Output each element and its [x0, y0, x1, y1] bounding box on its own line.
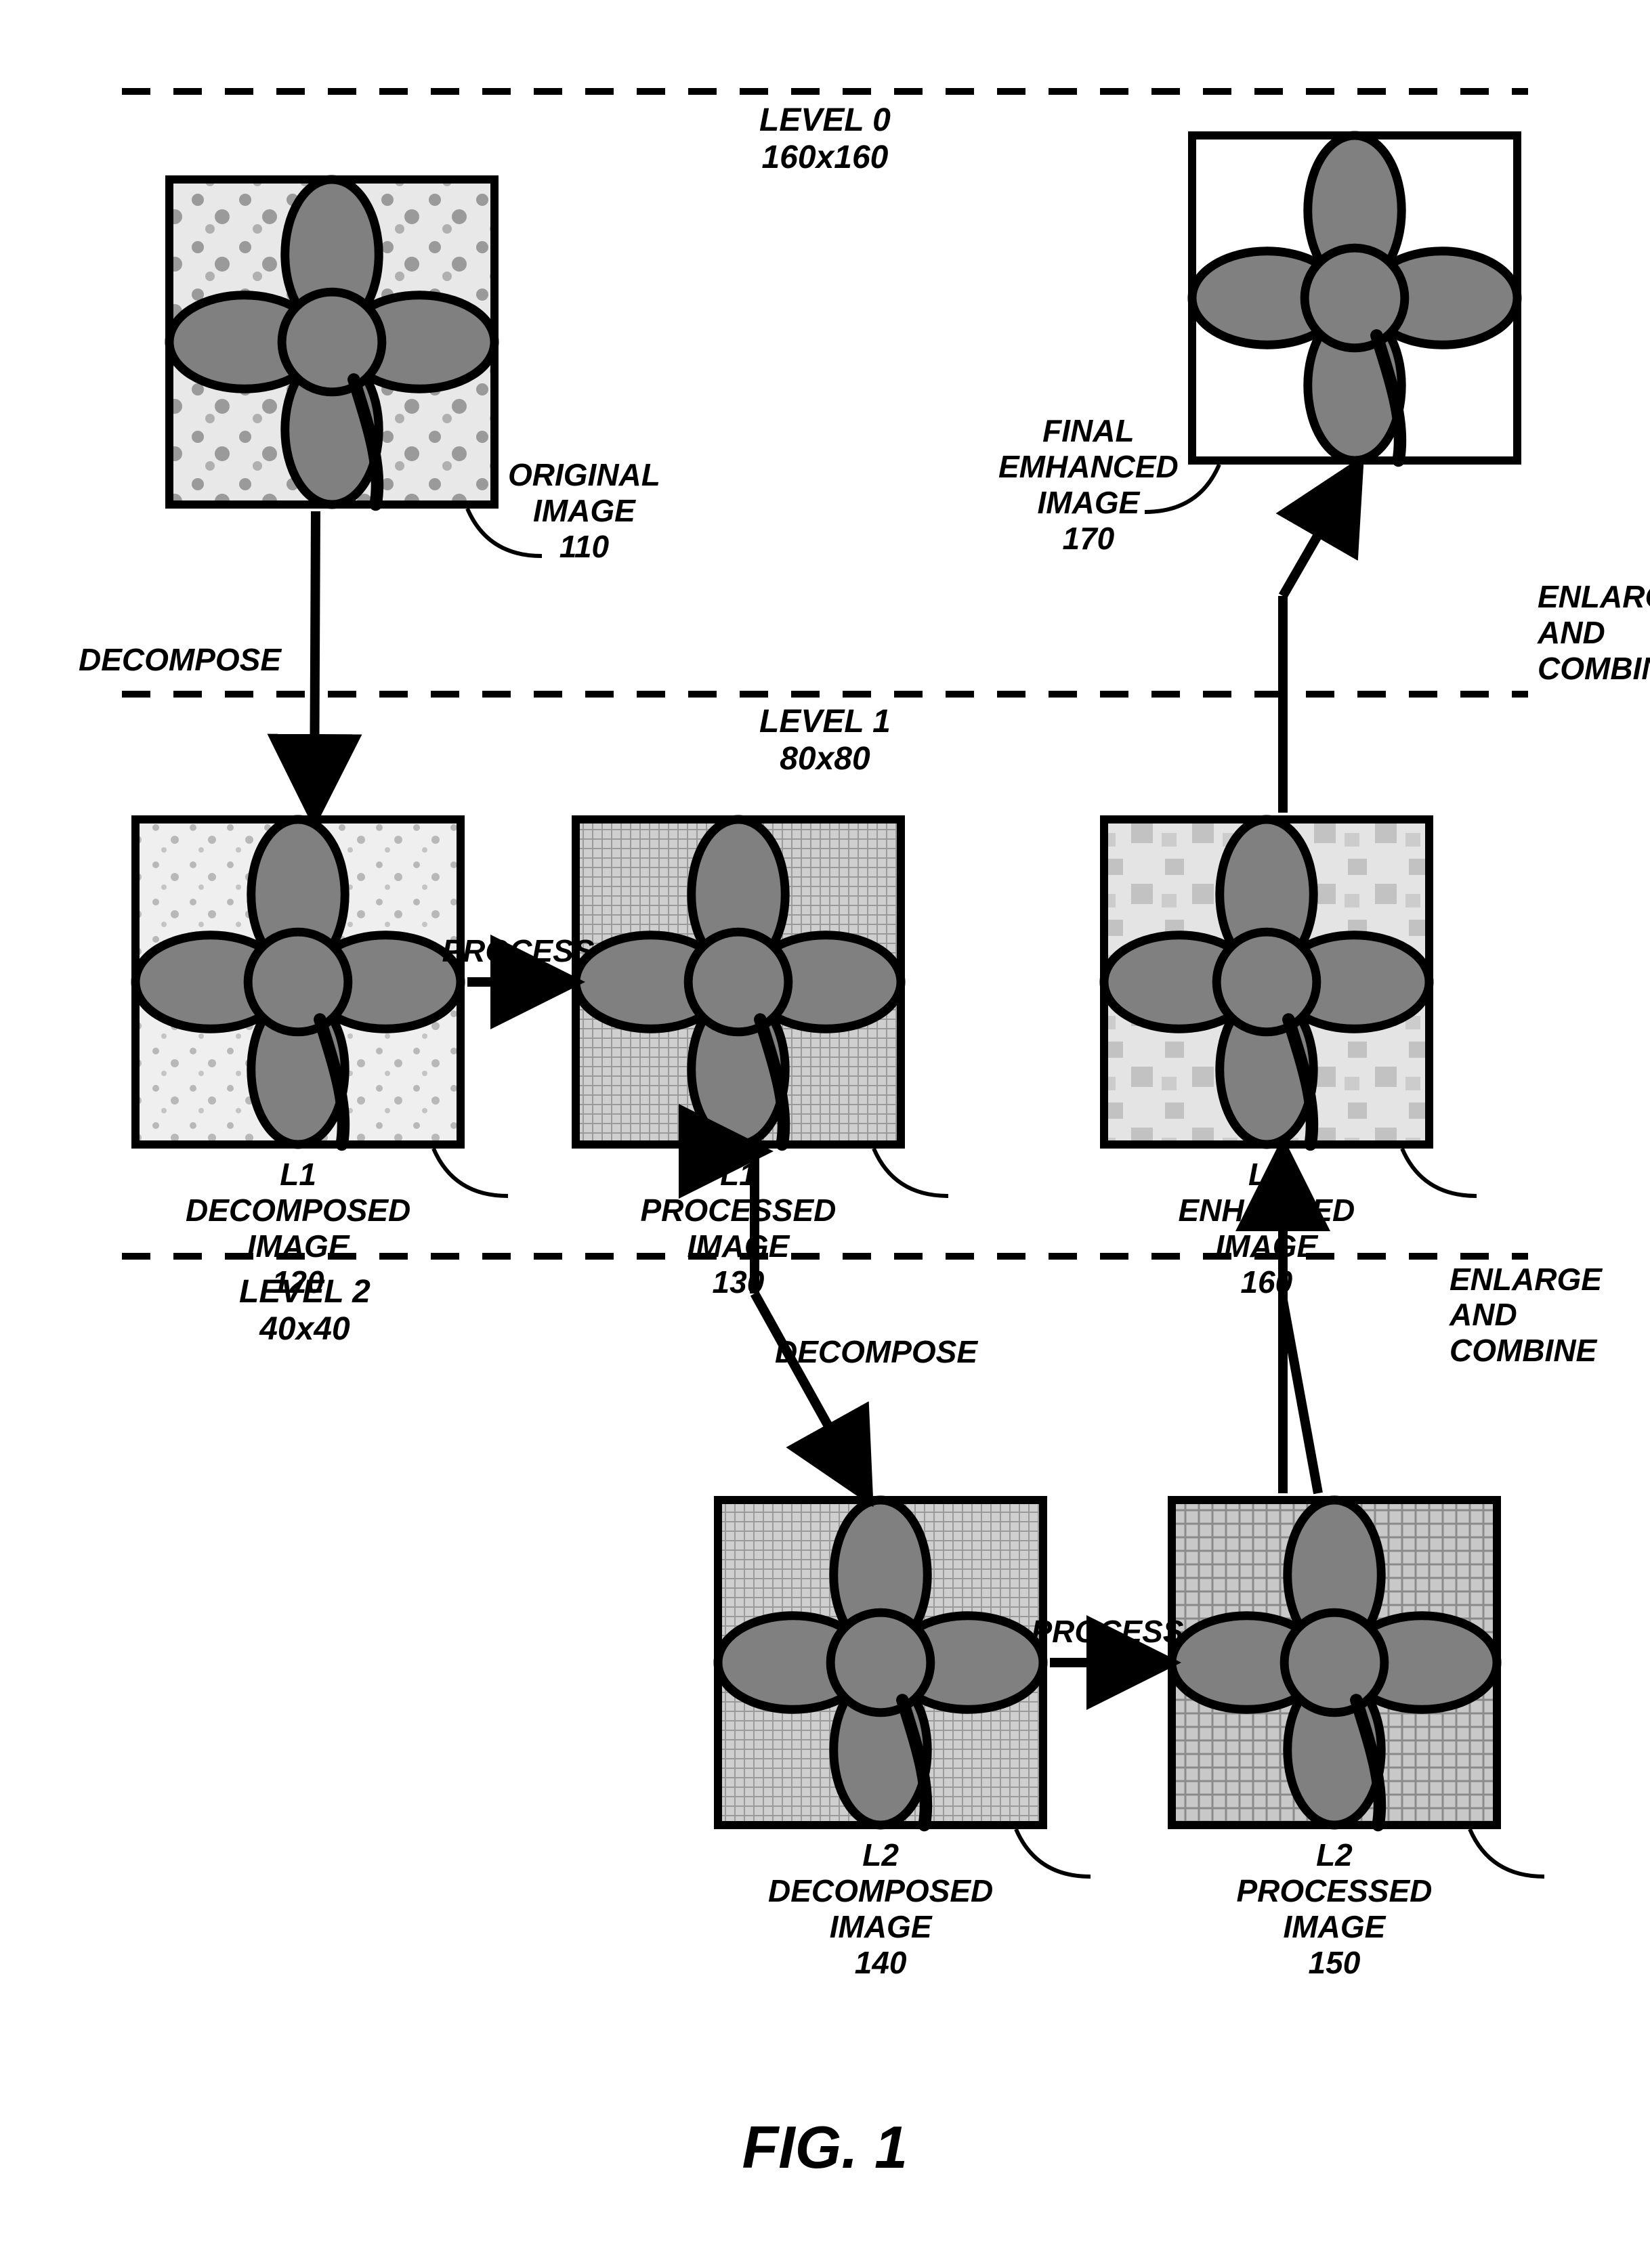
pointer-140 — [1016, 1829, 1091, 1877]
pointer-160 — [1402, 1149, 1477, 1196]
edge-label-enlarge-1: ENLARGE AND COMBINE — [1450, 1262, 1602, 1369]
edge-label-process-1: PROCESS — [442, 933, 595, 969]
caption-110: ORIGINAL IMAGE 110 — [508, 457, 660, 565]
pointer-150 — [1470, 1829, 1544, 1877]
caption-140: L2 DECOMPOSED IMAGE 140 — [768, 1837, 993, 1981]
arrow-130-140 — [755, 1293, 864, 1491]
arrow-110-120 — [314, 511, 316, 810]
caption-120: L1 DECOMPOSED IMAGE 120 — [186, 1157, 410, 1300]
caption-170: FINAL EMHANCED IMAGE 170 — [998, 413, 1179, 557]
caption-130: L1 PROCESSED IMAGE 130 — [641, 1157, 837, 1300]
caption-150: L2 PROCESSED IMAGE 150 — [1237, 1837, 1433, 1981]
edge-label-enlarge-2: ENLARGE AND COMBINE — [1538, 579, 1650, 687]
pointer-120 — [433, 1149, 508, 1196]
level1-header: LEVEL 1 80x80 — [759, 703, 891, 777]
edge-label-decompose-1: DECOMPOSE — [79, 642, 281, 678]
caption-160: L1 ENHANCED IMAGE 160 — [1179, 1157, 1355, 1300]
 — [1283, 1300, 1318, 1493]
edge-label-process-2: PROCESS — [1032, 1614, 1184, 1650]
figure-title: FIG. 1 — [742, 2113, 908, 2181]
pointer-130 — [874, 1149, 948, 1196]
level0-header: LEVEL 0 160x160 — [759, 102, 891, 176]
edge-label-decompose-2: DECOMPOSE — [775, 1334, 977, 1370]
arrow-160-170 — [1283, 471, 1355, 596]
